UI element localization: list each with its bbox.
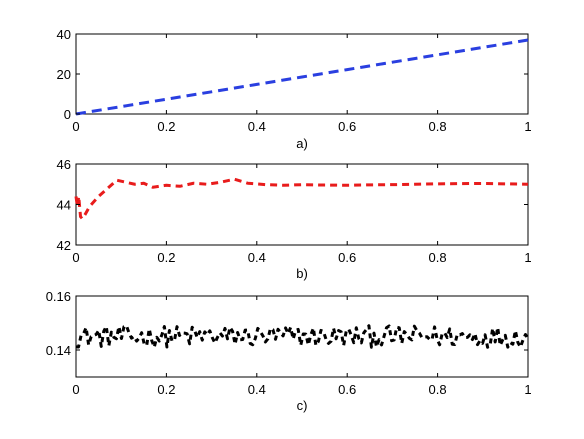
x-tick-label-a: 1 — [524, 119, 531, 134]
x-tick-label-b: 0.8 — [429, 250, 447, 265]
x-tick-label-c: 0 — [72, 382, 79, 397]
y-tick-label-a: 40 — [57, 27, 71, 42]
x-tick-label-a: 0.8 — [429, 119, 447, 134]
x-tick-label-c: 0.4 — [248, 382, 266, 397]
panel-caption-a: a) — [296, 136, 308, 151]
x-tick-label-c: 0.8 — [429, 382, 447, 397]
x-tick-label-a: 0 — [72, 119, 79, 134]
y-tick-label-b: 46 — [57, 157, 71, 172]
axes-b: 0 0.2 0.4 0.6 0.8 1 42 44 46 — [57, 157, 532, 265]
panel-c: 0 0.2 0.4 0.6 0.8 1 0.14 0.16 c) — [46, 289, 532, 413]
y-tick-label-a: 20 — [57, 67, 71, 82]
series-line-c — [75, 324, 530, 349]
x-tick-label-c: 1 — [524, 382, 531, 397]
series-c — [75, 324, 530, 349]
x-tick-label-b: 0.4 — [248, 250, 266, 265]
x-tick-label-c: 0.2 — [157, 382, 175, 397]
x-tick-label-b: 0.2 — [157, 250, 175, 265]
axes-c: 0 0.2 0.4 0.6 0.8 1 0.14 0.16 — [46, 289, 532, 397]
y-tick-label-a: 0 — [64, 107, 71, 122]
panel-caption-c: c) — [297, 398, 308, 413]
x-tick-label-c: 0.6 — [338, 382, 356, 397]
series-line-a — [75, 38, 529, 116]
x-tick-label-a: 0.2 — [157, 119, 175, 134]
x-tick-label-b: 0 — [72, 250, 79, 265]
y-tick-label-b: 42 — [57, 238, 71, 253]
series-line-b — [74, 177, 529, 221]
x-tick-label-a: 0.4 — [248, 119, 266, 134]
series-a — [75, 38, 529, 116]
series-b — [74, 177, 529, 221]
panel-caption-b: b) — [296, 266, 308, 281]
x-tick-label-b: 1 — [524, 250, 531, 265]
panel-b: 0 0.2 0.4 0.6 0.8 1 42 44 46 b) — [57, 157, 532, 281]
x-tick-label-b: 0.6 — [338, 250, 356, 265]
panel-a: 0 0.2 0.4 0.6 0.8 1 0 20 40 a) — [57, 27, 532, 151]
plot-frame-b — [75, 163, 529, 246]
y-tick-label-c: 0.14 — [46, 343, 71, 358]
axes-a: 0 0.2 0.4 0.6 0.8 1 0 20 40 — [57, 27, 532, 134]
y-tick-label-c: 0.16 — [46, 289, 71, 304]
y-tick-label-b: 44 — [57, 198, 71, 213]
x-tick-label-a: 0.6 — [338, 119, 356, 134]
plot-frame-c — [75, 295, 529, 378]
